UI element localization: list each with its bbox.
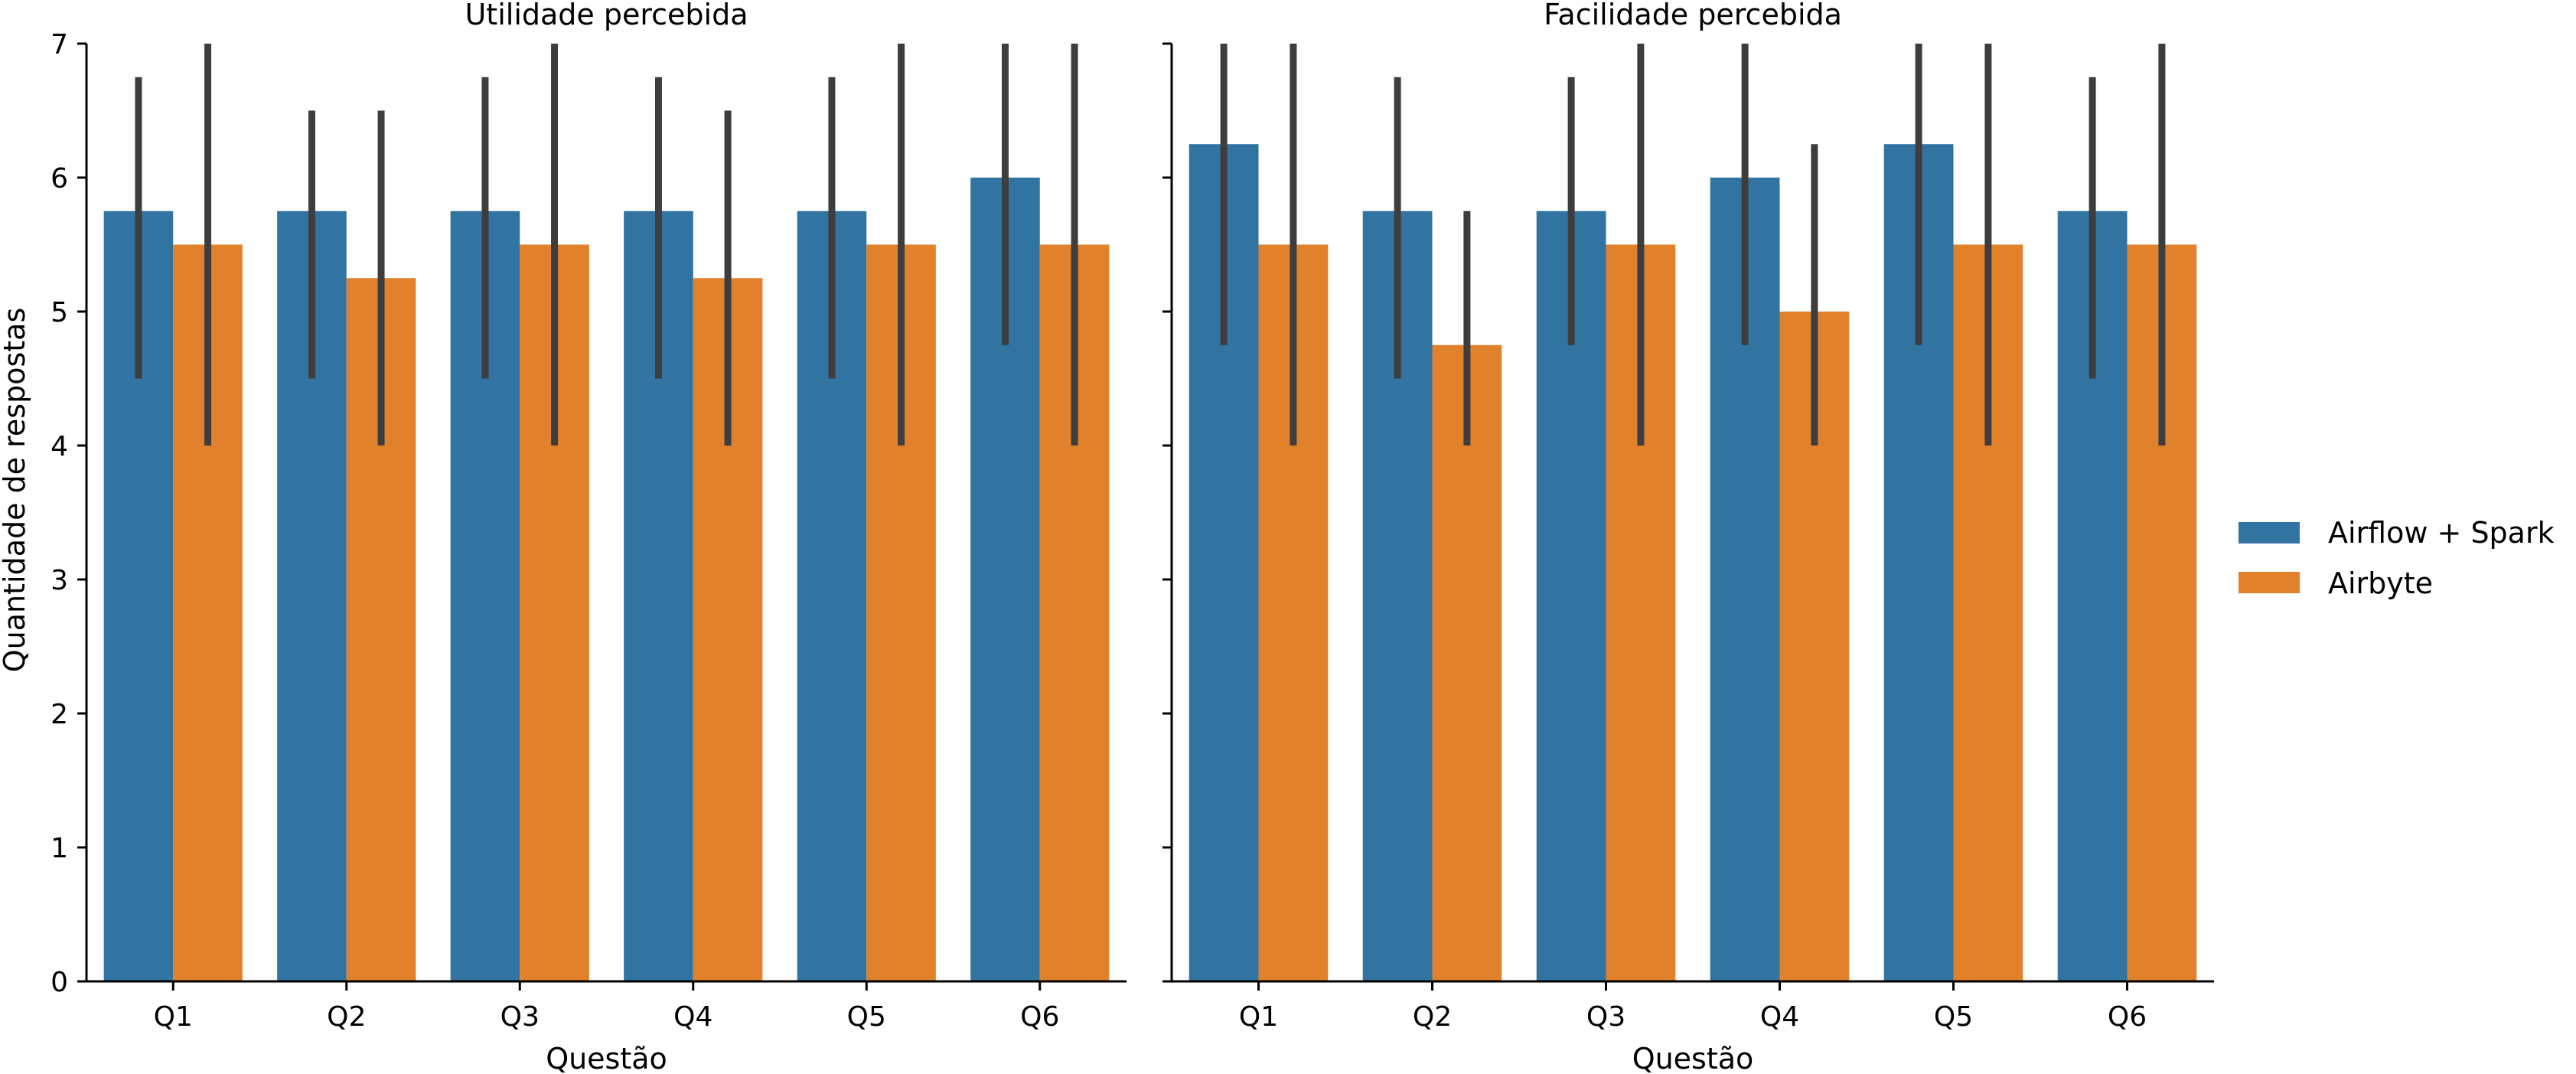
legend-label-airbyte: Airbyte (2328, 566, 2433, 600)
bar-airbyte-q2 (1432, 344, 1502, 981)
x-tick-label-q5: Q5 (1934, 1001, 1973, 1033)
y-tick-label: 0 (51, 967, 68, 998)
x-tick-label-q6: Q6 (1020, 1001, 1059, 1033)
y-tick-label: 4 (51, 431, 68, 462)
x-tick-label-q6: Q6 (2108, 1001, 2147, 1033)
legend-swatch-airbyte (2239, 572, 2300, 593)
x-axis-label: Questão (1632, 1042, 1754, 1074)
y-tick-label: 5 (51, 297, 68, 328)
panel-title: Utilidade percebida (465, 0, 748, 31)
legend: Airflow + Spark Airbyte (2239, 516, 2555, 600)
x-tick-label-q2: Q2 (327, 1001, 366, 1033)
legend-swatch-airflow-spark (2239, 522, 2300, 544)
x-tick-label-q4: Q4 (1760, 1001, 1799, 1033)
y-axis-label: Quantidade de respostas (0, 308, 31, 673)
y-tick-label: 3 (51, 565, 68, 596)
x-axis-label: Questão (546, 1042, 667, 1074)
y-tick-label: 7 (51, 29, 68, 60)
y-tick-label: 6 (51, 163, 68, 194)
x-tick-label-q4: Q4 (673, 1001, 712, 1033)
x-tick-label-q1: Q1 (154, 1001, 193, 1033)
x-tick-label-q3: Q3 (1586, 1001, 1625, 1033)
x-tick-label-q5: Q5 (847, 1001, 886, 1033)
y-tick-label: 1 (51, 833, 68, 864)
x-tick-label-q2: Q2 (1413, 1001, 1452, 1033)
x-tick-label-q3: Q3 (501, 1001, 540, 1033)
panel-title: Facilidade percebida (1544, 0, 1842, 31)
panel-utilidade-percebida: 0 1 2 3 4 5 6 7 Q1 Q2 Q3 Q4 Q5 Q6 Utilidade percebida Q… (51, 0, 1127, 1074)
legend-label-airflow-spark: Airflow + Spark (2328, 516, 2555, 550)
y-tick-label: 2 (51, 699, 68, 730)
x-tick-label-q1: Q1 (1239, 1001, 1278, 1033)
panel-facilidade-percebida: Q1 Q2 Q3 Q4 Q5 Q6 Facilidade percebida Questão (1162, 0, 2214, 1074)
